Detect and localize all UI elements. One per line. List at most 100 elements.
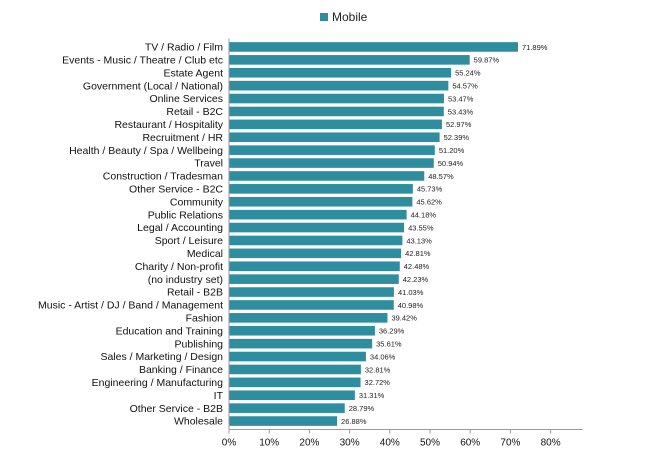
- category-label: (no industry set): [148, 274, 223, 286]
- bar: [229, 416, 338, 426]
- category-label: Sport / Leisure: [155, 235, 223, 247]
- category-label: Wholesale: [174, 416, 223, 428]
- category-label: Construction / Tradesman: [103, 171, 223, 183]
- category-label: Education and Training: [116, 325, 224, 337]
- data-label: 42.81%: [405, 249, 431, 258]
- x-tick-label: 10%: [259, 438, 279, 449]
- category-label: Other Service - B2B: [130, 403, 223, 415]
- category-label: Retail - B2B: [167, 287, 223, 299]
- bar: [229, 67, 452, 78]
- data-label: 40.98%: [398, 301, 424, 310]
- category-label: Travel: [194, 158, 223, 170]
- data-label: 45.73%: [417, 185, 443, 194]
- data-label: 42.23%: [403, 275, 429, 284]
- data-label: 36.29%: [379, 327, 405, 336]
- bar: [229, 106, 444, 117]
- bar: [229, 261, 400, 272]
- category-label: Engineering / Manufacturing: [92, 377, 223, 389]
- category-label: Sales / Marketing / Design: [100, 351, 223, 363]
- data-label: 42.48%: [404, 262, 430, 271]
- data-label: 52.97%: [446, 120, 472, 129]
- data-label: 50.94%: [438, 159, 464, 168]
- data-label: 54.57%: [452, 81, 478, 90]
- data-label: 45.62%: [416, 198, 442, 207]
- bar: [229, 93, 444, 104]
- x-tick-label: 60%: [460, 438, 480, 449]
- category-label: Fashion: [186, 312, 224, 324]
- data-label: 53.47%: [448, 94, 474, 103]
- bar: [229, 235, 403, 246]
- bar: [229, 196, 413, 207]
- category-label: IT: [214, 390, 224, 402]
- x-tick-label: 50%: [420, 438, 440, 449]
- category-label: TV / Radio / Film: [145, 42, 223, 54]
- data-label: 35.61%: [376, 339, 402, 348]
- bar: [229, 364, 361, 375]
- data-label: 39.42%: [391, 314, 417, 323]
- category-label: Estate Agent: [163, 67, 223, 79]
- bar: [229, 55, 470, 65]
- x-tick-label: 40%: [380, 438, 400, 449]
- category-label: Charity / Non-profit: [135, 261, 223, 273]
- x-tick-label: 20%: [299, 438, 319, 449]
- category-label: Retail - B2C: [166, 106, 223, 118]
- bar: [229, 403, 345, 413]
- bar: [229, 145, 435, 155]
- bar: [229, 390, 355, 401]
- category-label: Events - Music / Theatre / Club etc: [62, 54, 223, 66]
- category-label: Health / Beauty / Spa / Wellbeing: [69, 145, 223, 157]
- data-label: 41.03%: [398, 288, 424, 297]
- x-tick-label: 30%: [340, 438, 360, 449]
- category-label: Other Service - B2C: [129, 183, 223, 195]
- bar: [229, 274, 399, 284]
- data-label: 32.81%: [365, 365, 391, 374]
- category-label: Medical: [187, 248, 223, 260]
- bar: [229, 80, 449, 91]
- data-label: 55.24%: [455, 69, 481, 78]
- data-label: 28.79%: [349, 404, 375, 413]
- data-label: 53.43%: [448, 107, 474, 116]
- data-label: 48.57%: [428, 172, 454, 181]
- category-label: Restaurant / Hospitality: [114, 119, 223, 131]
- category-label: Recruitment / HR: [142, 132, 223, 144]
- category-label: Government (Local / National): [83, 80, 223, 92]
- bar: [229, 158, 434, 168]
- bar: [229, 325, 375, 336]
- bar: [229, 338, 373, 349]
- bar: [229, 42, 518, 52]
- bar: [229, 184, 413, 194]
- data-label: 71.89%: [522, 43, 548, 52]
- category-label: Publishing: [175, 338, 224, 350]
- data-label: 26.88%: [341, 417, 367, 426]
- chart-legend: Mobile: [320, 10, 367, 24]
- legend-swatch: [320, 13, 328, 21]
- bar: [229, 351, 366, 362]
- bar: [229, 377, 361, 388]
- bar: [229, 171, 425, 181]
- category-label: Community: [170, 196, 224, 208]
- data-label: 43.55%: [408, 223, 434, 232]
- data-label: 43.13%: [406, 236, 432, 245]
- category-label: Public Relations: [148, 209, 223, 221]
- bar: [229, 132, 440, 143]
- category-label: Music - Artist / DJ / Band / Management: [38, 300, 223, 312]
- bar: [229, 209, 407, 220]
- x-tick-label: 80%: [541, 438, 561, 449]
- x-tick-label: 70%: [500, 438, 520, 449]
- data-label: 32.72%: [365, 378, 391, 387]
- bar: [229, 313, 388, 323]
- bar: [229, 300, 394, 310]
- x-tick-label: 0%: [222, 438, 237, 449]
- bar: [229, 287, 394, 297]
- bar: [229, 119, 442, 130]
- data-label: 51.20%: [439, 146, 465, 155]
- data-label: 31.31%: [359, 391, 385, 400]
- data-label: 59.87%: [474, 56, 500, 65]
- category-label: Online Services: [149, 93, 223, 105]
- data-label: 52.39%: [444, 133, 470, 142]
- bar: [229, 248, 402, 259]
- bar: [229, 222, 405, 233]
- category-label: Legal / Accounting: [137, 222, 223, 234]
- legend-label: Mobile: [332, 10, 368, 24]
